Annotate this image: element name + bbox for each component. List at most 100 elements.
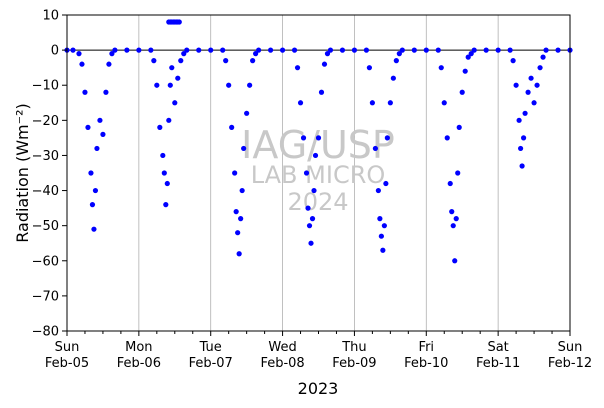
data-point — [435, 47, 441, 53]
data-point — [555, 47, 561, 53]
data-point — [308, 240, 314, 246]
x-axis: SunFeb-05MonFeb-06TueFeb-07WedFeb-08ThuF… — [45, 331, 592, 371]
data-point — [543, 47, 549, 53]
data-point — [169, 65, 175, 71]
watermark-line3: 2024 — [287, 188, 348, 216]
data-point — [166, 117, 172, 123]
data-point — [76, 51, 82, 57]
data-point — [456, 124, 462, 130]
data-point — [306, 223, 313, 229]
data-point — [449, 209, 455, 215]
data-point — [522, 110, 528, 116]
data-point — [534, 82, 540, 88]
data-point — [82, 89, 88, 95]
data-point — [250, 58, 256, 64]
data-point — [229, 124, 235, 130]
x-tick-label-date: Feb-10 — [404, 356, 448, 371]
data-point — [351, 47, 358, 53]
data-point — [363, 47, 370, 53]
vertical-grid — [138, 15, 499, 331]
data-point — [97, 117, 103, 123]
data-point — [148, 47, 154, 53]
data-point — [232, 170, 238, 176]
data-point — [380, 247, 386, 253]
data-point — [372, 145, 378, 152]
data-point — [267, 47, 274, 53]
data-point — [92, 187, 99, 194]
data-point — [247, 82, 253, 88]
x-tick-label-date: Feb-11 — [476, 356, 520, 371]
plot-area — [67, 15, 570, 331]
data-point — [321, 61, 328, 67]
x-tick-label-date: Feb-07 — [189, 356, 233, 371]
x-tick-label-day: Wed — [268, 340, 296, 355]
data-point — [167, 82, 173, 88]
data-point — [471, 47, 477, 53]
data-point — [88, 170, 94, 176]
data-point — [537, 65, 543, 71]
data-point — [94, 145, 100, 152]
data-point — [507, 47, 513, 53]
data-point — [91, 226, 97, 232]
data-point — [297, 100, 304, 106]
data-point — [452, 258, 458, 264]
data-point — [106, 61, 112, 67]
data-point — [390, 75, 396, 81]
data-point — [387, 100, 393, 106]
data-point — [393, 58, 399, 64]
data-point — [309, 216, 316, 222]
data-point — [160, 152, 166, 159]
data-points — [64, 19, 573, 264]
data-point — [384, 135, 390, 141]
data-point — [438, 65, 444, 71]
x-tick-label-date: Feb-09 — [332, 356, 376, 371]
data-point — [175, 75, 181, 81]
y-tick-label: −30 — [32, 149, 59, 164]
data-point — [112, 47, 118, 53]
data-point — [311, 187, 317, 194]
data-point — [468, 51, 474, 57]
data-point — [366, 65, 372, 71]
data-point — [381, 223, 387, 229]
data-point — [525, 89, 531, 95]
data-point — [238, 216, 244, 222]
data-point — [447, 180, 453, 187]
data-point — [459, 89, 465, 95]
data-point — [327, 47, 334, 53]
x-tick-label-day: Thu — [341, 340, 366, 355]
data-point — [383, 180, 389, 187]
y-axis: 10 0 −10 −20 −30 −40 −50 −60 −70 −80 — [32, 9, 67, 340]
data-point — [223, 58, 229, 64]
data-point — [136, 47, 142, 53]
data-point — [441, 100, 447, 106]
data-point — [79, 61, 85, 67]
data-point — [181, 51, 187, 57]
data-point — [300, 135, 307, 141]
x-tick-label-day: Sat — [487, 340, 508, 355]
data-point — [244, 110, 250, 116]
data-point — [318, 89, 325, 95]
data-point — [540, 54, 546, 60]
x-tick-label-day: Tue — [199, 340, 222, 355]
data-point — [411, 47, 417, 53]
watermark: IAG/USP LAB MICRO 2024 — [241, 123, 395, 216]
x-tick-label-day: Mon — [125, 340, 152, 355]
data-point — [303, 170, 310, 176]
data-point — [465, 54, 471, 60]
data-point — [450, 223, 456, 229]
data-point — [453, 216, 459, 222]
data-point — [369, 100, 375, 106]
data-point — [375, 187, 381, 194]
y-tick-label: 10 — [42, 9, 59, 24]
x-tick-label-date: Feb-05 — [45, 356, 89, 371]
data-point — [226, 82, 232, 88]
data-point — [235, 230, 241, 236]
data-point — [253, 51, 259, 57]
data-point — [312, 152, 319, 159]
x-tick-label-day: Fri — [419, 340, 435, 355]
data-point — [256, 47, 262, 53]
data-point — [103, 89, 109, 95]
data-point — [172, 100, 178, 106]
y-axis-label: Radiation (Wm⁻²) — [13, 103, 32, 242]
